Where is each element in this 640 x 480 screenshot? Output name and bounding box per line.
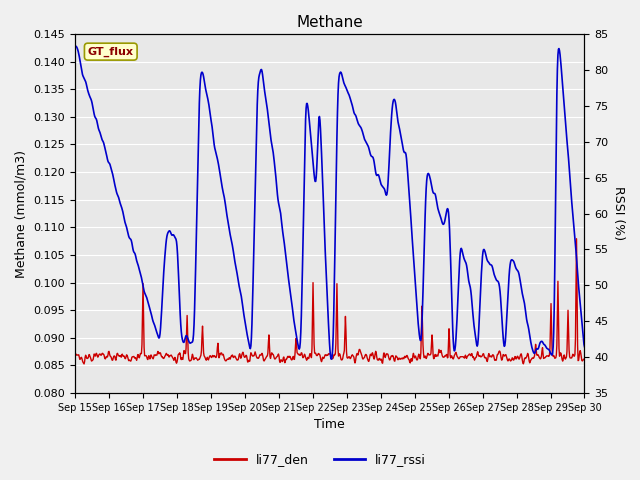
li77_rssi <box>72 43 79 49</box>
li77_den <box>80 361 88 367</box>
li77_rssi <box>328 356 335 362</box>
li77_den <box>166 353 174 359</box>
li77_den <box>71 351 79 357</box>
Y-axis label: RSSI (%): RSSI (%) <box>612 186 625 240</box>
li77_rssi <box>71 43 79 49</box>
li77_den <box>564 326 572 332</box>
li77_rssi <box>564 149 572 155</box>
Text: GT_flux: GT_flux <box>88 47 134 57</box>
li77_den <box>283 355 291 361</box>
li77_rssi <box>96 130 104 135</box>
Legend: li77_den, li77_rssi: li77_den, li77_rssi <box>209 448 431 471</box>
li77_den <box>372 348 380 354</box>
li77_rssi <box>166 228 174 234</box>
li77_den <box>573 236 580 241</box>
li77_den <box>96 351 104 357</box>
Line: li77_rssi: li77_rssi <box>75 46 584 359</box>
Title: Methane: Methane <box>296 15 363 30</box>
X-axis label: Time: Time <box>314 419 345 432</box>
li77_den <box>556 353 563 359</box>
li77_rssi <box>283 263 291 269</box>
Y-axis label: Methane (mmol/m3): Methane (mmol/m3) <box>15 150 28 277</box>
li77_rssi <box>580 344 588 349</box>
li77_rssi <box>372 172 380 178</box>
li77_rssi <box>556 52 564 58</box>
Line: li77_den: li77_den <box>75 239 584 364</box>
li77_den <box>580 356 588 362</box>
